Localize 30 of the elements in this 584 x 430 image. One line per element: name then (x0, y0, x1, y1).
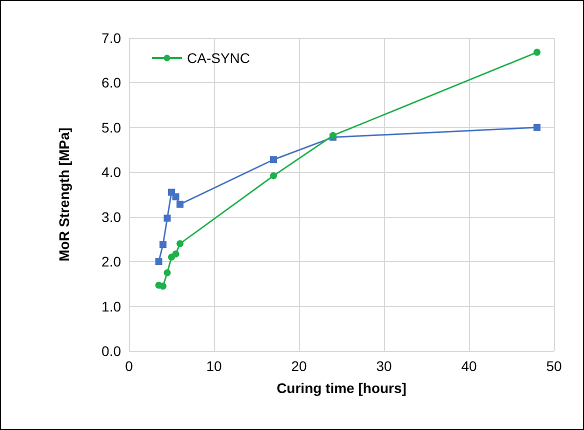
y-tick-label: 4.0 (102, 164, 122, 180)
point (172, 250, 180, 258)
legend-label: CA-SYNC (187, 50, 250, 66)
x-tick-label: 50 (546, 358, 562, 374)
x-tick-label: 40 (461, 358, 477, 374)
y-tick-label: 5.0 (102, 119, 122, 136)
y-tick-label: 0.0 (102, 343, 122, 359)
y-tick-label: 7.0 (102, 30, 122, 46)
y-tick-label: 3.0 (102, 208, 122, 225)
point (270, 172, 277, 180)
point (176, 200, 184, 208)
point (160, 241, 166, 248)
y-tick-label: 6.0 (102, 74, 122, 91)
point (534, 48, 540, 56)
x-tick-label: 0 (125, 358, 134, 374)
point (270, 156, 277, 164)
y-tick-label: 1.0 (102, 298, 122, 314)
x-tick-label: 20 (291, 358, 307, 374)
x-tick-label: 30 (376, 358, 392, 374)
point (164, 269, 171, 276)
point (164, 214, 171, 222)
point (160, 282, 166, 290)
y-axis-title: MoR Strength [MPa] (56, 128, 72, 262)
point (534, 124, 540, 131)
x-axis-title: Curing time [hours] (276, 380, 406, 396)
y-tick-label: 2.0 (102, 254, 122, 270)
point (172, 193, 180, 200)
point (176, 240, 184, 248)
point (155, 258, 162, 266)
x-tick-label: 10 (206, 358, 222, 374)
